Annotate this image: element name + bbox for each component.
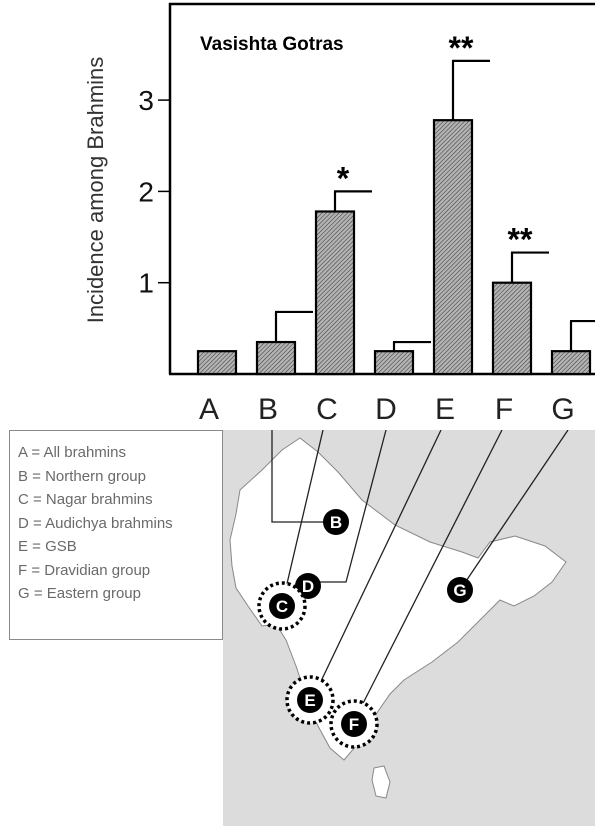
marker-f <box>341 711 367 737</box>
y-tick-label-1: 1 <box>138 268 154 299</box>
legend-item-g: G = Eastern group <box>18 585 141 602</box>
y-axis-label: Incidence among Brahmins <box>83 57 108 324</box>
leader-lines <box>271 430 569 726</box>
map-markers: B DC G E F <box>257 509 473 749</box>
leader-line-e <box>311 430 442 701</box>
marker-d <box>295 573 321 599</box>
significance-e: ** <box>449 30 474 66</box>
x-tick-label-c: C <box>316 393 338 426</box>
x-tick-label-f: F <box>495 393 513 426</box>
legend-item-a: A = All brahmins <box>18 444 126 461</box>
legend-item-c: C = Nagar brahmins <box>18 491 153 508</box>
bar-b <box>255 340 297 376</box>
marker-g <box>447 577 473 603</box>
marker-label-g: G <box>453 581 466 600</box>
bar-a <box>196 350 238 376</box>
legend-item-b: B = Northern group <box>18 467 146 485</box>
india-map: B DC G E F <box>223 430 595 826</box>
error-bars-group <box>274 59 595 352</box>
x-tick-label-a: A <box>199 393 219 426</box>
marker-label-b: B <box>330 513 342 532</box>
significance-markers: ***** <box>337 30 533 258</box>
x-tick-labels: A B C D E F G <box>199 393 575 426</box>
legend-box: A = All brahmins B = Northern group C = … <box>9 430 223 640</box>
leader-line-c <box>281 430 324 606</box>
marker-c <box>269 593 295 619</box>
marker-b <box>323 509 349 535</box>
bar-e <box>432 119 474 376</box>
legend-item-f: F = Dravidian group <box>18 561 151 579</box>
bar-f <box>491 281 533 376</box>
leader-line-g <box>459 430 569 591</box>
marker-label-e: E <box>304 691 315 710</box>
y-tick-label-3: 3 <box>138 85 154 116</box>
x-tick-label-e: E <box>435 393 455 426</box>
x-tick-label-g: G <box>551 393 574 426</box>
legend-item-d: D = Audichya brahmins <box>18 514 173 532</box>
map-sri-lanka <box>371 765 391 799</box>
bar-c <box>314 210 356 376</box>
marker-label-c: C <box>276 597 288 616</box>
leader-line-b <box>271 430 330 523</box>
leader-line-d <box>312 430 387 583</box>
bar-g <box>550 350 592 376</box>
y-tick-label-2: 2 <box>138 176 154 207</box>
legend-item-e: E = GSB <box>18 538 77 555</box>
leader-line-f <box>351 430 503 726</box>
marker-e <box>297 687 323 713</box>
marker-label-f: F <box>349 715 359 734</box>
x-tick-label-b: B <box>258 393 278 426</box>
bar-d <box>373 350 415 376</box>
significance-c: * <box>337 160 350 196</box>
chart-title: Vasishta Gotras <box>200 34 344 55</box>
y-ticks: 1 2 3 <box>138 85 170 299</box>
significance-f: ** <box>508 222 533 258</box>
x-tick-label-d: D <box>375 393 397 426</box>
marker-label-d: D <box>302 577 314 596</box>
